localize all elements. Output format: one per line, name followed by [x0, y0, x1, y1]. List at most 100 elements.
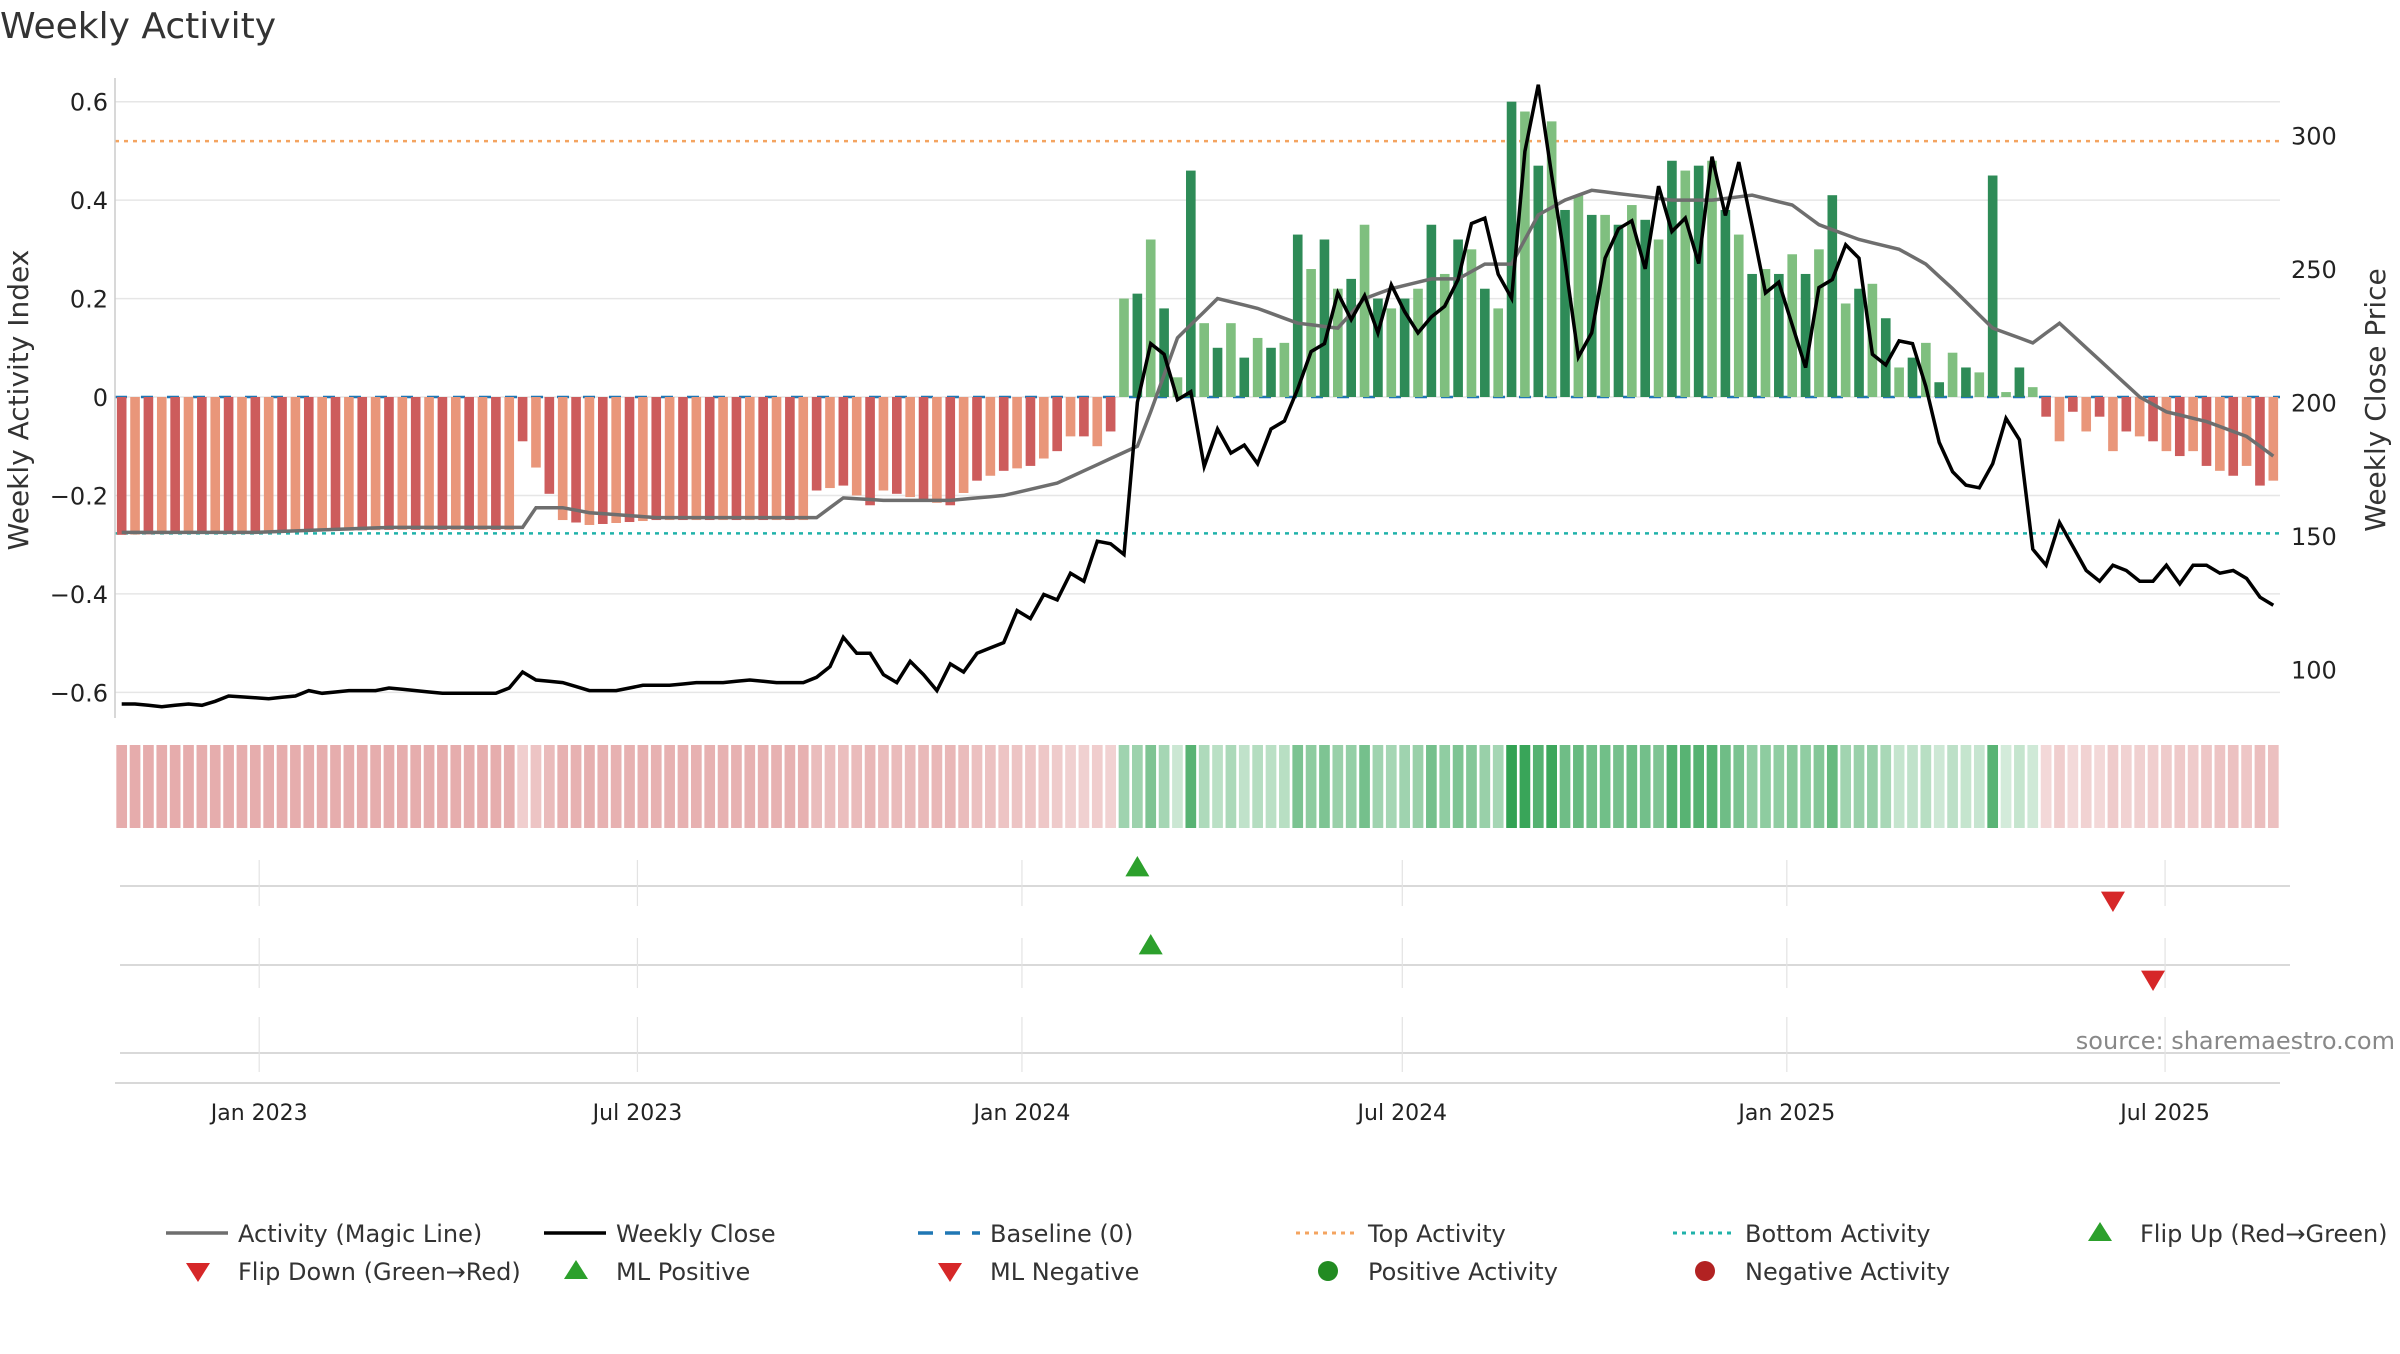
heat-cell	[704, 745, 716, 828]
activity-bar	[998, 397, 1009, 471]
activity-bar	[972, 397, 982, 481]
activity-bar	[1560, 209, 1570, 397]
ml-positive-marker	[1138, 934, 1163, 955]
activity-bar	[1693, 165, 1704, 397]
activity-bar	[1052, 397, 1062, 452]
activity-bar	[1760, 269, 1771, 397]
y-right-tick-label: 200	[2291, 389, 2337, 417]
heat-cell	[543, 745, 555, 828]
activity-bar	[450, 397, 461, 530]
activity-bar	[571, 397, 581, 523]
activity-bar	[2081, 397, 2092, 432]
activity-bar	[1600, 214, 1610, 397]
heat-cell	[757, 745, 769, 828]
y-left-tick-label: 0.6	[70, 89, 108, 117]
heat-cell	[383, 745, 395, 828]
activity-bar	[798, 397, 809, 521]
chart-title: Weekly Activity	[0, 6, 276, 47]
activity-bar	[2188, 397, 2198, 452]
activity-bar	[1119, 298, 1129, 397]
activity-bar	[744, 397, 755, 521]
heat-cell	[797, 745, 809, 828]
heat-cell	[2267, 745, 2279, 828]
activity-bar	[1279, 342, 1290, 397]
heat-cell	[610, 745, 622, 828]
activity-bar	[704, 397, 715, 521]
legend-item: Activity (Magic Line)	[166, 1220, 482, 1248]
legend-label: Weekly Close	[616, 1220, 776, 1248]
heat-cell	[1947, 745, 1958, 828]
heat-cell	[450, 745, 462, 828]
flip-up-marker	[1125, 856, 1150, 877]
activity-bar	[1292, 234, 1303, 397]
heat-cell	[1132, 745, 1143, 828]
heat-cell	[570, 745, 582, 828]
heat-cell	[1118, 745, 1130, 828]
activity-bar	[544, 397, 555, 494]
activity-bar	[1252, 337, 1263, 397]
legend-item: ML Negative	[938, 1258, 1139, 1286]
x-tick-label: Jan 2023	[209, 1101, 308, 1126]
activity-bar	[317, 397, 327, 532]
activity-bar	[517, 397, 528, 442]
activity-bar	[785, 397, 795, 521]
activity-bar	[2255, 397, 2265, 486]
activity-bar	[1399, 298, 1410, 397]
heat-cell	[1519, 745, 1531, 828]
activity-bar	[958, 397, 969, 493]
activity-bar	[932, 397, 942, 503]
activity-bar	[838, 397, 849, 486]
heat-cell	[1051, 745, 1063, 828]
activity-bar	[1814, 249, 1824, 397]
activity-bar	[811, 397, 822, 491]
magic-line-path	[121, 188, 2275, 535]
y-left-tick-label: 0.4	[70, 187, 108, 215]
activity-bar	[2241, 397, 2252, 466]
heat-cell	[1279, 745, 1290, 828]
activity-bar	[1079, 397, 1089, 437]
legend-label: Flip Down (Green→Red)	[238, 1258, 521, 1286]
heat-cell	[423, 745, 435, 828]
heat-cell	[1466, 745, 1477, 828]
heat-cell	[1626, 745, 1638, 828]
heat-cell	[1773, 745, 1785, 828]
activity-bar	[851, 397, 862, 496]
activity-bar	[1493, 308, 1504, 397]
activity-bar	[1439, 273, 1450, 397]
y-axis-left-label: Weekly Activity Index	[2, 250, 35, 551]
legend-item: Bottom Activity	[1673, 1220, 1930, 1248]
activity-bar	[1266, 347, 1276, 397]
heat-cell	[410, 745, 422, 828]
legend-label: Positive Activity	[1368, 1258, 1558, 1286]
activity-bar	[1025, 397, 1036, 466]
heat-cell	[931, 745, 943, 828]
legend-swatch-triangle-down	[186, 1263, 210, 1282]
heat-cell	[557, 745, 569, 828]
activity-bar	[1065, 397, 1076, 437]
heat-cell	[1613, 745, 1624, 828]
weekly-close-path	[121, 84, 2275, 709]
heat-cell	[343, 745, 355, 828]
heat-cell	[1065, 745, 1076, 828]
heat-cell	[330, 745, 341, 828]
heat-cell	[1867, 745, 1878, 828]
heat-cell	[129, 745, 141, 828]
activity-bar	[1319, 239, 1330, 397]
activity-bar	[557, 397, 568, 521]
heat-cell	[1225, 745, 1237, 828]
heat-cell	[1800, 745, 1811, 828]
heat-cell	[985, 745, 996, 828]
y-right-tick-label: 150	[2291, 523, 2337, 551]
heat-cell	[1252, 745, 1263, 828]
heat-cell	[864, 745, 876, 828]
heat-cell	[2107, 745, 2119, 828]
activity-bar	[250, 397, 261, 533]
heat-cell	[1653, 745, 1664, 828]
heat-cell	[1760, 745, 1771, 828]
activity-bar	[2268, 397, 2279, 481]
heat-cell	[116, 745, 128, 828]
heat-cell	[1372, 745, 1384, 828]
activity-bar	[918, 397, 929, 501]
heat-cell	[944, 745, 956, 828]
